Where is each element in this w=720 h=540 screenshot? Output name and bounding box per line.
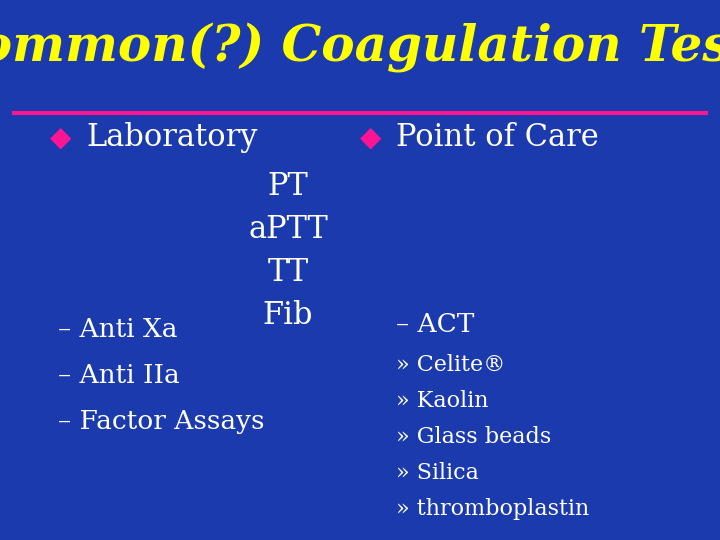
Text: – Anti Xa: – Anti Xa [58,317,177,342]
Text: – Anti IIa: – Anti IIa [58,363,179,388]
Text: » thromboplastin: » thromboplastin [396,498,589,520]
Text: Common(?) Coagulation Tests: Common(?) Coagulation Tests [0,22,720,72]
Text: » Glass beads: » Glass beads [396,426,552,448]
Text: – ACT: – ACT [396,312,474,336]
Text: – Factor Assays: – Factor Assays [58,409,264,434]
Text: aPTT: aPTT [248,214,328,245]
Text: PT: PT [268,171,308,202]
Text: ◆: ◆ [50,124,72,152]
Text: Laboratory: Laboratory [86,122,258,153]
Text: ◆: ◆ [360,124,382,152]
Text: Point of Care: Point of Care [396,122,599,153]
Text: » Kaolin: » Kaolin [396,390,488,411]
Text: Fib: Fib [263,300,313,332]
Text: TT: TT [267,257,309,288]
Text: » Silica: » Silica [396,462,479,484]
Text: » Celite®: » Celite® [396,354,505,375]
